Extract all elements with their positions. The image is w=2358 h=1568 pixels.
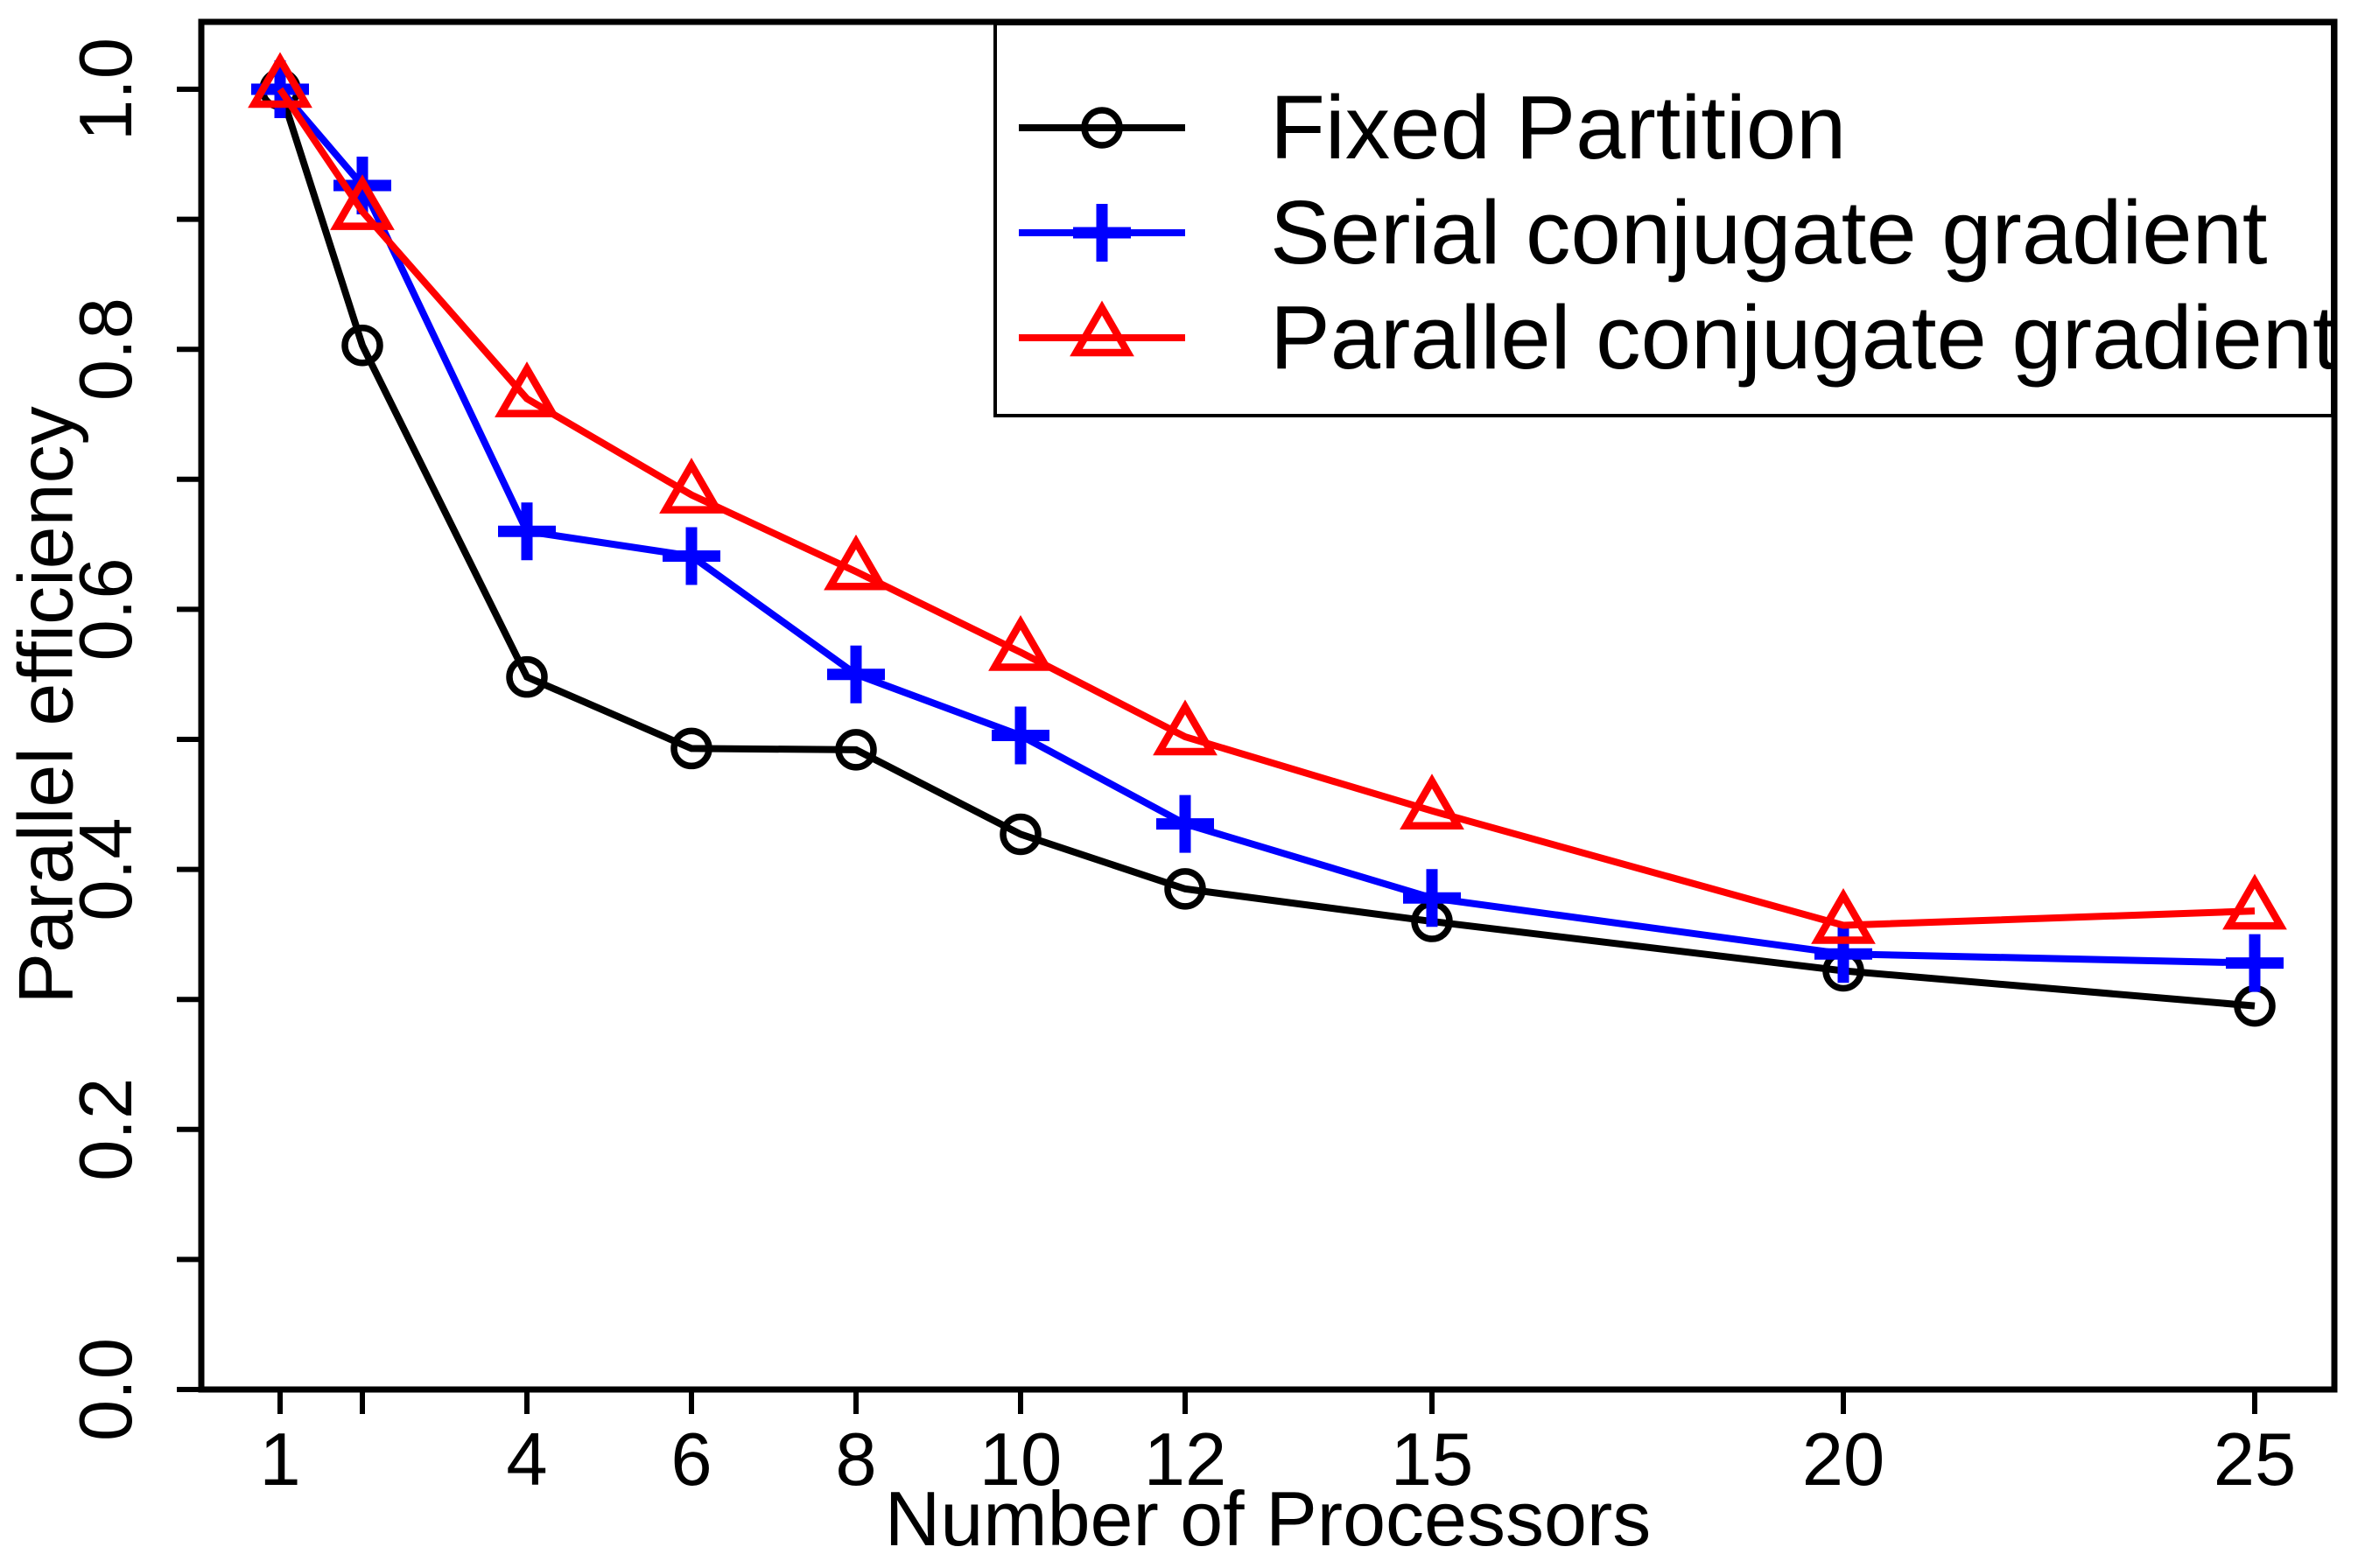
x-tick-label: 4 — [506, 1418, 547, 1502]
plus-marker — [1403, 869, 1461, 928]
triangle-marker — [824, 534, 888, 591]
series-line — [277, 87, 2256, 967]
x-tick-label: 8 — [835, 1418, 876, 1502]
legend-item: Fixed Partition — [997, 75, 2331, 180]
plus-marker — [498, 502, 556, 561]
x-tick-label: 20 — [1802, 1418, 1885, 1502]
triangle-marker — [2222, 873, 2287, 930]
legend-item-label: Serial conjugate gradient — [1270, 182, 2268, 283]
plus-marker — [992, 706, 1049, 765]
triangle-marker — [659, 458, 724, 514]
plus-marker — [1156, 794, 1214, 853]
y-tick-label: 0.0 — [65, 1338, 148, 1441]
triangle-marker — [1400, 774, 1464, 830]
plus-marker-icon — [1019, 204, 1185, 262]
triangle-marker — [330, 174, 395, 230]
legend-item-label: Parallel conjugate gradient — [1270, 287, 2338, 388]
triangle-marker — [1153, 699, 1218, 756]
x-tick-label: 15 — [1391, 1418, 1474, 1502]
circle-marker-icon — [1019, 107, 1185, 149]
legend-item: Serial conjugate gradient — [997, 180, 2331, 285]
series-line — [277, 87, 2256, 929]
y-axis: 0.0 0.2 0.4 0.6 0.8 1.0 — [65, 38, 201, 1441]
circle-marker — [341, 324, 383, 367]
x-axis-title: Number of Processors — [884, 1475, 1652, 1562]
legend: Fixed Partition Serial conjugate gradien… — [993, 22, 2338, 417]
triangle-marker-icon — [1019, 300, 1185, 357]
circle-marker — [1000, 813, 1042, 856]
y-tick-label: 0.8 — [65, 298, 148, 401]
series-circle — [259, 68, 2276, 1027]
y-tick-label: 1.0 — [65, 38, 148, 141]
circle-marker — [670, 727, 712, 770]
legend-item: Parallel conjugate gradient — [997, 285, 2338, 390]
x-tick-label: 12 — [1144, 1418, 1227, 1502]
x-tick-label: 1 — [259, 1418, 300, 1502]
y-axis-title: Parallel efficiency — [2, 406, 89, 1004]
triangle-marker — [1070, 300, 1134, 357]
plus-marker — [1073, 204, 1131, 262]
y-tick-label: 0.6 — [65, 557, 148, 661]
x-tick-label: 25 — [2214, 1418, 2297, 1502]
series-lines — [248, 52, 2287, 1027]
series-triangle — [248, 52, 2287, 944]
x-tick-label: 6 — [670, 1418, 712, 1502]
triangle-marker — [495, 361, 559, 417]
plus-marker — [827, 645, 885, 704]
x-axis: 1 4 6 8 10 12 15 20 25 — [259, 1390, 2296, 1502]
y-tick-label: 0.2 — [65, 1078, 148, 1181]
circle-marker — [835, 729, 877, 771]
circle-marker — [1081, 107, 1123, 149]
series-line — [277, 88, 2256, 1010]
y-tick-label: 0.4 — [65, 818, 148, 921]
plus-marker — [663, 527, 720, 585]
triangle-marker — [988, 614, 1053, 671]
x-tick-label: 10 — [979, 1418, 1063, 1502]
legend-item-label: Fixed Partition — [1270, 77, 1847, 178]
circle-marker — [1164, 868, 1206, 910]
plus-marker — [2226, 934, 2284, 992]
triangle-marker — [1811, 888, 1876, 944]
triangle-marker — [248, 52, 312, 108]
circle-marker — [506, 655, 548, 698]
plus-marker — [1814, 925, 1872, 984]
